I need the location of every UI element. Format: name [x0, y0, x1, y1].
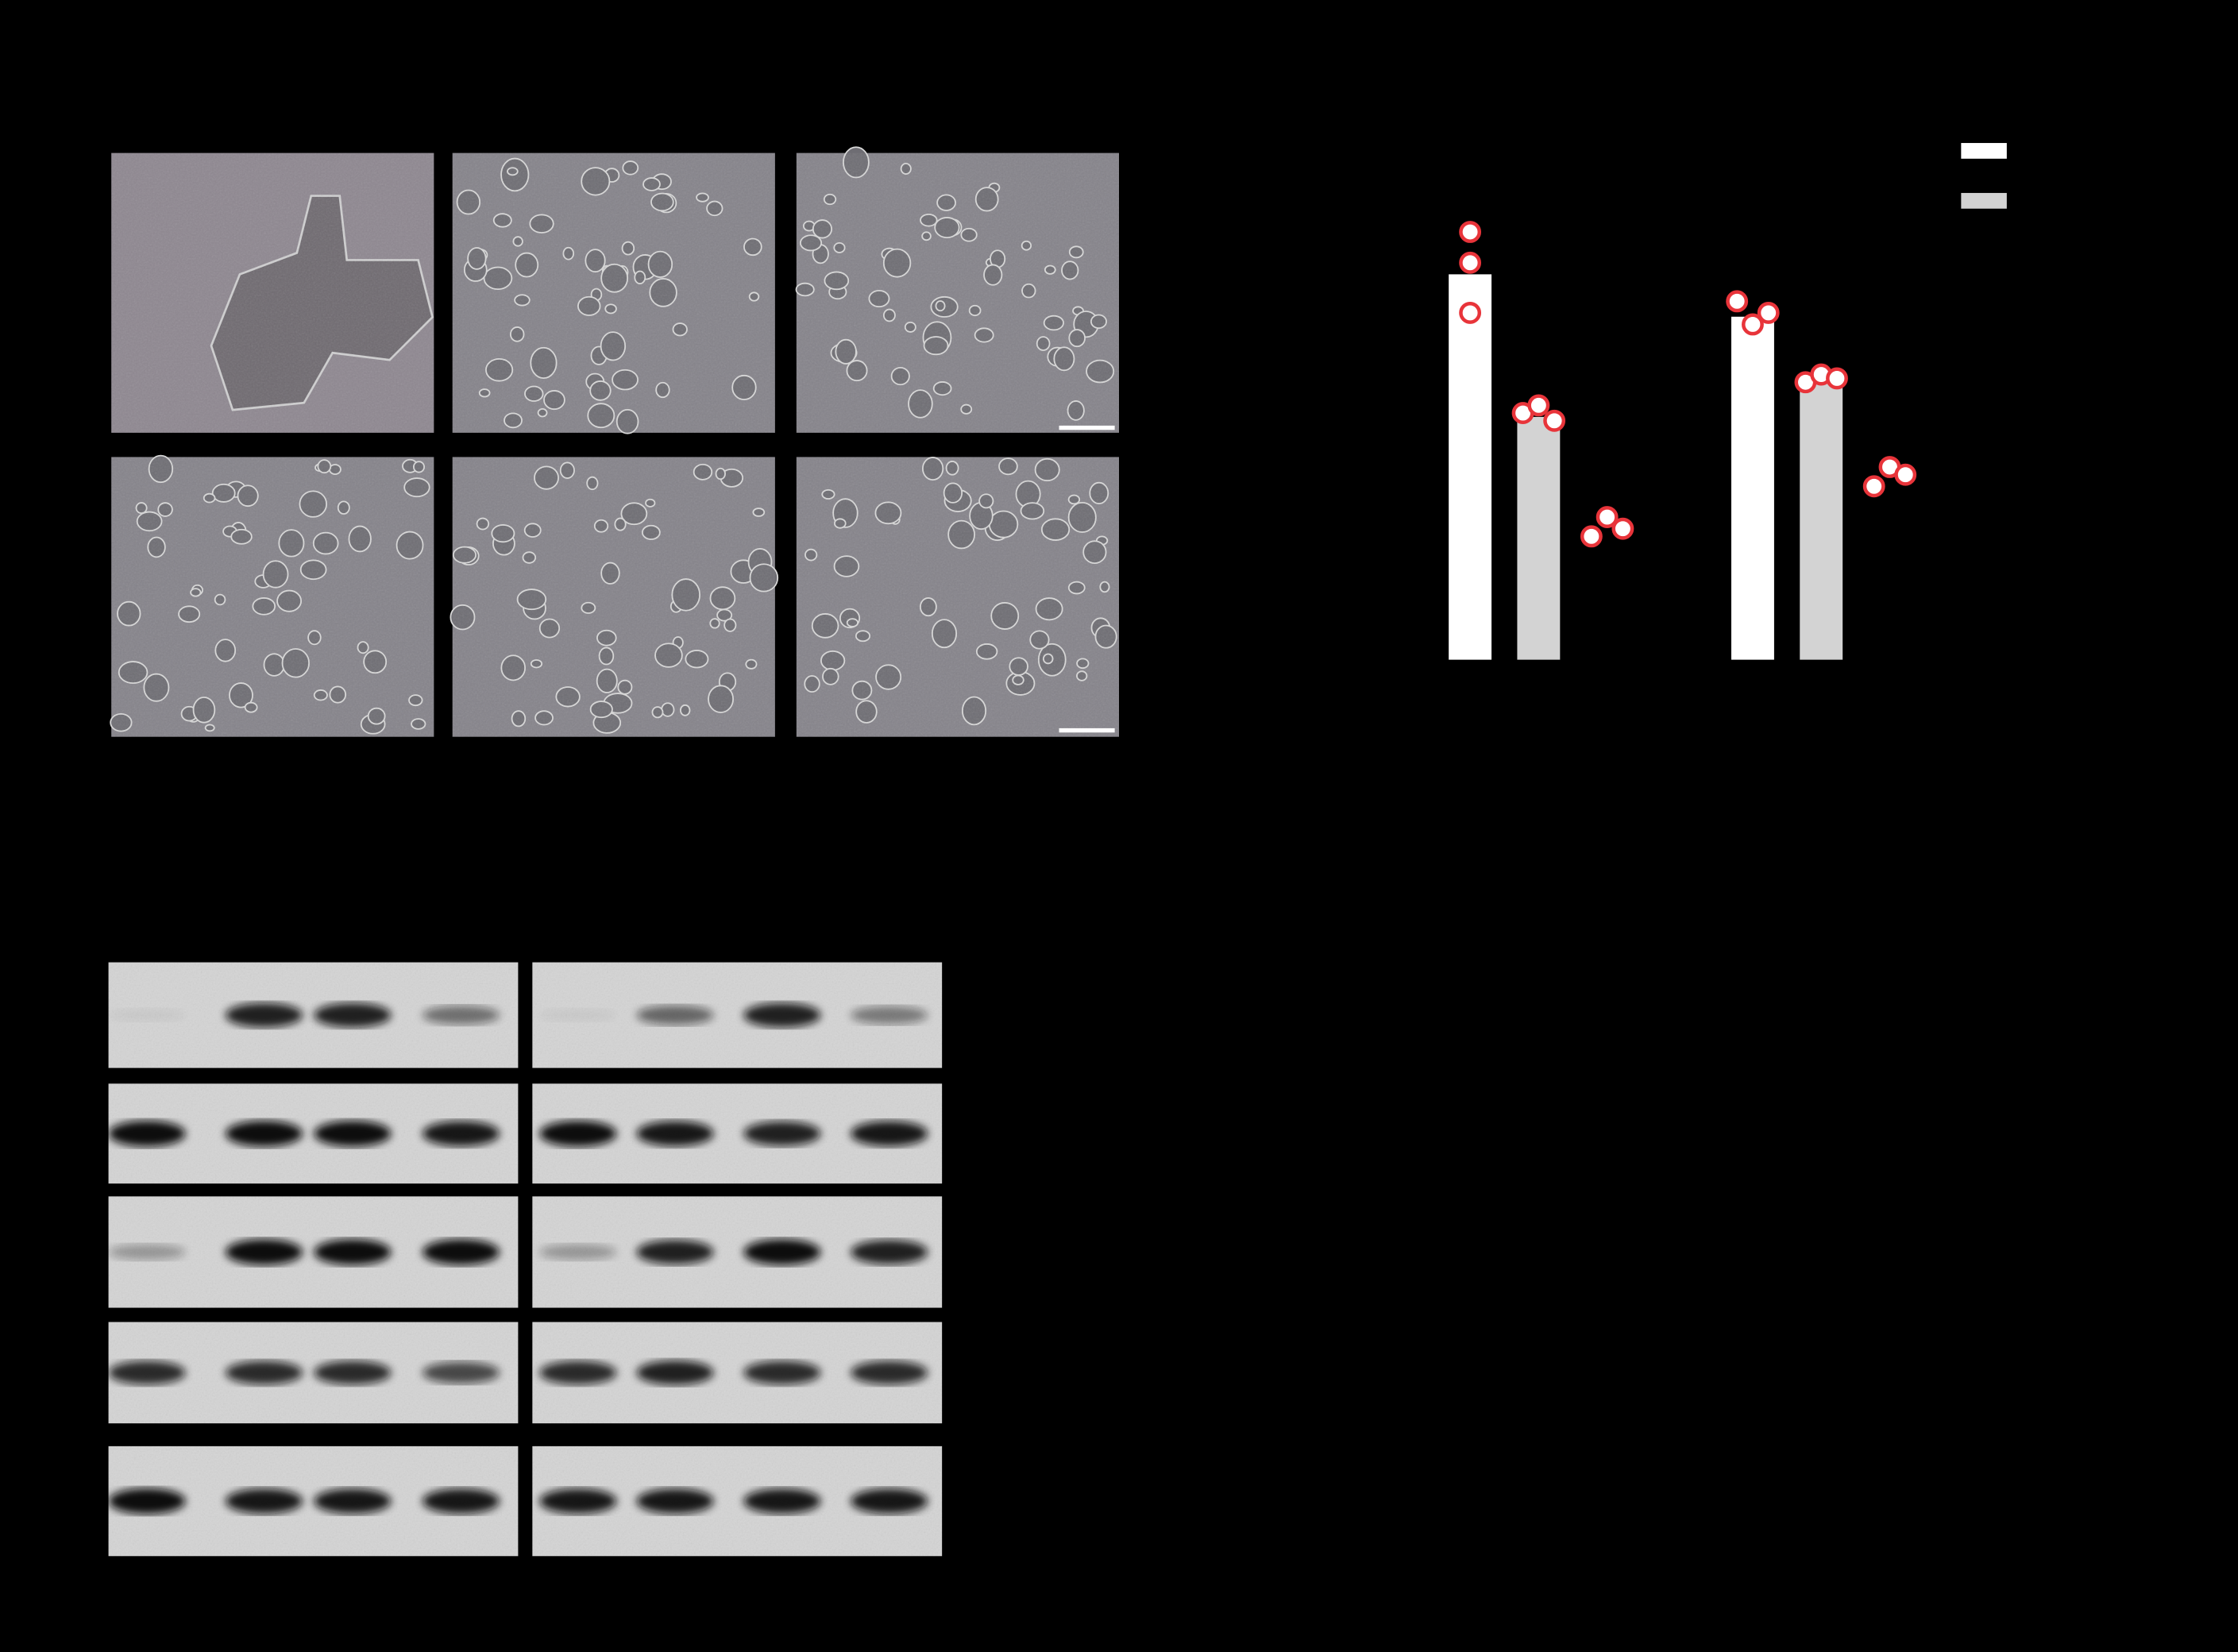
band [314, 1361, 392, 1385]
band [851, 1121, 928, 1147]
band [422, 1361, 500, 1384]
band [636, 1488, 714, 1514]
micrograph [111, 152, 434, 433]
band [108, 1009, 186, 1021]
data-point [1611, 517, 1634, 540]
legend-swatch [1961, 192, 2007, 209]
data-point [1459, 221, 1482, 243]
band [539, 1009, 617, 1021]
blot [532, 1446, 943, 1557]
data-point [1527, 394, 1550, 417]
data-point [1459, 251, 1482, 274]
bar [1868, 478, 1912, 660]
band [225, 1361, 303, 1385]
band [108, 1361, 186, 1385]
bar [1585, 532, 1629, 660]
blot [108, 962, 519, 1068]
micrograph [452, 152, 775, 434]
band [314, 1239, 392, 1265]
blot [108, 1322, 519, 1424]
band [636, 1121, 714, 1147]
band [636, 1005, 714, 1025]
western-blots [108, 962, 943, 1557]
data-point [1459, 301, 1482, 324]
band [851, 1005, 928, 1025]
scale-bar [1059, 425, 1115, 430]
band [422, 1121, 500, 1147]
micrograph-noise [452, 457, 775, 737]
data-point [1894, 463, 1917, 486]
blot [532, 1196, 943, 1308]
blot [108, 1446, 519, 1557]
band [225, 1121, 303, 1147]
micrograph [110, 454, 434, 737]
data-point [1862, 475, 1885, 498]
band [422, 1239, 500, 1265]
blot [532, 1083, 943, 1184]
blot [108, 1196, 519, 1308]
blot [108, 1083, 519, 1184]
micrograph-noise [452, 152, 775, 433]
bar [1731, 316, 1774, 660]
band [743, 1002, 821, 1028]
micrographs [110, 146, 1119, 737]
blot [532, 1322, 943, 1424]
bar [1800, 382, 1843, 660]
data-point [1726, 290, 1749, 313]
bar [1517, 416, 1561, 660]
band [636, 1240, 714, 1264]
micrograph-noise [796, 152, 1119, 433]
band [108, 1244, 186, 1260]
band [422, 1488, 500, 1514]
band [851, 1361, 928, 1385]
band [108, 1121, 186, 1147]
micrograph [796, 457, 1119, 737]
band [636, 1361, 714, 1385]
micrograph [795, 146, 1119, 433]
band [851, 1488, 928, 1514]
band [743, 1239, 821, 1265]
band [225, 1488, 303, 1514]
micrograph [450, 457, 779, 737]
band [314, 1488, 392, 1514]
scale-bar [1059, 728, 1115, 733]
legend-swatch [1961, 143, 2007, 159]
band [743, 1121, 821, 1146]
micrograph-noise [111, 152, 434, 433]
data-point [1826, 367, 1848, 390]
data-point [1742, 313, 1764, 336]
band [225, 1239, 303, 1265]
band [422, 1005, 500, 1025]
blot [532, 962, 943, 1068]
micrograph-noise [796, 457, 1119, 737]
data-point [1543, 409, 1566, 432]
band [108, 1488, 186, 1515]
data-point [1580, 525, 1603, 548]
band [743, 1361, 821, 1385]
micrograph-noise [111, 457, 434, 737]
band [314, 1002, 392, 1028]
band [851, 1240, 928, 1264]
band [539, 1244, 617, 1260]
data-point [1596, 506, 1619, 529]
bar-chart [1449, 143, 2007, 660]
data-point [1757, 301, 1780, 324]
band [314, 1121, 392, 1147]
band [539, 1361, 617, 1385]
band [743, 1488, 821, 1514]
band [539, 1121, 617, 1147]
bar [1449, 274, 1492, 660]
band [539, 1488, 617, 1514]
band [225, 1002, 303, 1028]
legend-swatch [1961, 242, 2007, 259]
